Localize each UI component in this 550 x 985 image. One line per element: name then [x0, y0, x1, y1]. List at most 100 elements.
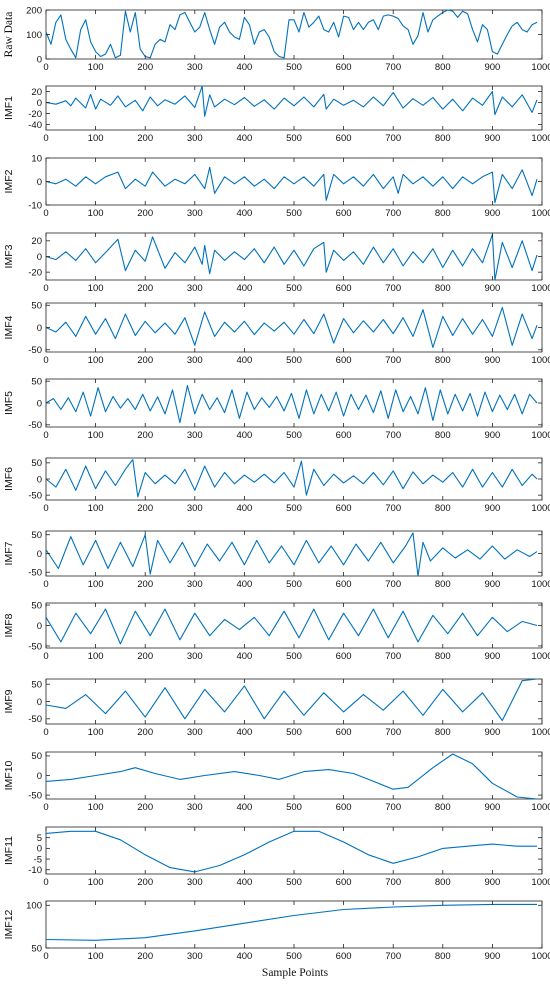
x-tick-label: 1000 [531, 877, 550, 888]
x-tick-label: 400 [236, 133, 252, 144]
x-tick-label: 1000 [531, 208, 550, 219]
y-tick-label: 0 [37, 474, 42, 485]
x-tick-label: 400 [236, 208, 252, 219]
x-tick-label: 100 [88, 283, 104, 294]
x-tick-label: 700 [385, 283, 401, 294]
y-tick-label: -5 [34, 854, 42, 865]
x-tick-label: 500 [286, 133, 302, 144]
y-tick-label: 20 [31, 236, 42, 247]
x-tick-label: 100 [88, 877, 104, 888]
x-tick-label: 300 [187, 208, 203, 219]
x-tick-label: 800 [435, 877, 451, 888]
series-line [45, 9, 538, 59]
series-line [45, 903, 537, 941]
y-tick-label: -20 [28, 267, 42, 278]
x-tick-label: 0 [43, 355, 48, 366]
x-tick-label: 0 [43, 208, 48, 219]
x-tick-label: 1000 [531, 503, 550, 514]
y-tick-label: -10 [28, 200, 42, 211]
y-tick-label: 100 [26, 901, 42, 912]
axes-frame [45, 85, 543, 131]
x-tick-label: 700 [385, 877, 401, 888]
y-tick-label: -50 [28, 568, 42, 579]
x-tick-label: 600 [336, 579, 352, 590]
x-tick-label: 400 [236, 355, 252, 366]
y-tick-label: 0 [37, 398, 42, 409]
x-tick-label: 600 [336, 430, 352, 441]
x-tick-label: 300 [187, 877, 203, 888]
x-tick-label: 0 [43, 802, 48, 813]
y-axis-label: IMF4 [3, 315, 15, 339]
x-tick-label: 200 [137, 208, 153, 219]
x-tick-label: 400 [236, 283, 252, 294]
x-tick-label: 800 [435, 503, 451, 514]
x-tick-label: 400 [236, 503, 252, 514]
x-tick-label: 300 [187, 355, 203, 366]
y-tick-label: 50 [31, 301, 42, 312]
y-tick-label: 0 [37, 98, 42, 109]
x-tick-label: 1000 [531, 951, 550, 962]
x-tick-label: 0 [43, 283, 48, 294]
axes-frame [45, 157, 543, 206]
x-tick-label: 300 [187, 430, 203, 441]
x-tick-label: 100 [88, 651, 104, 662]
y-tick-label: 0 [37, 771, 42, 782]
series-line [45, 753, 538, 800]
x-tick-label: 600 [336, 651, 352, 662]
y-tick-label: 0 [37, 54, 42, 65]
x-tick-label: 200 [137, 62, 153, 73]
x-tick-label: 1000 [531, 355, 550, 366]
x-tick-label: 300 [187, 579, 203, 590]
y-tick-label: 50 [31, 943, 42, 954]
x-tick-label: 600 [336, 283, 352, 294]
x-tick-label: 300 [187, 651, 203, 662]
series-line [45, 234, 538, 281]
x-tick-label: 600 [336, 802, 352, 813]
y-tick-label: -50 [28, 490, 42, 501]
y-tick-label: -20 [28, 109, 42, 120]
x-tick-label: 0 [43, 579, 48, 590]
x-tick-label: 100 [88, 802, 104, 813]
x-tick-label: 0 [43, 133, 48, 144]
x-tick-label: 700 [385, 651, 401, 662]
axes-frame [45, 678, 543, 725]
y-tick-label: 50 [31, 458, 42, 469]
series-line [45, 166, 538, 204]
x-tick-label: 100 [88, 430, 104, 441]
x-tick-label: 300 [187, 727, 203, 738]
x-tick-label: 100 [88, 208, 104, 219]
x-tick-label: 1000 [531, 283, 550, 294]
y-axis-label: IMF3 [3, 244, 15, 268]
y-tick-label: 200 [26, 5, 42, 16]
x-tick-label: 800 [435, 355, 451, 366]
x-tick-label: 900 [484, 579, 500, 590]
y-axis-label: IMF6 [3, 467, 15, 491]
x-tick-label: 300 [187, 951, 203, 962]
x-tick-label: 100 [88, 951, 104, 962]
x-tick-label: 900 [484, 651, 500, 662]
x-tick-label: 600 [336, 355, 352, 366]
x-tick-label: 1000 [531, 62, 550, 73]
x-tick-label: 700 [385, 503, 401, 514]
x-tick-label: 200 [137, 283, 153, 294]
x-tick-label: 600 [336, 133, 352, 144]
x-tick-label: 900 [484, 727, 500, 738]
x-tick-label: 500 [286, 802, 302, 813]
x-tick-label: 800 [435, 283, 451, 294]
x-tick-label: 600 [336, 503, 352, 514]
x-tick-label: 500 [286, 208, 302, 219]
x-tick-label: 1000 [531, 579, 550, 590]
axes-frame [45, 530, 543, 577]
series-line [45, 532, 538, 577]
x-tick-label: 500 [286, 355, 302, 366]
x-tick-label: 700 [385, 62, 401, 73]
x-tick-label: 700 [385, 355, 401, 366]
x-tick-label: 200 [137, 802, 153, 813]
x-tick-label: 200 [137, 355, 153, 366]
x-tick-label: 600 [336, 62, 352, 73]
